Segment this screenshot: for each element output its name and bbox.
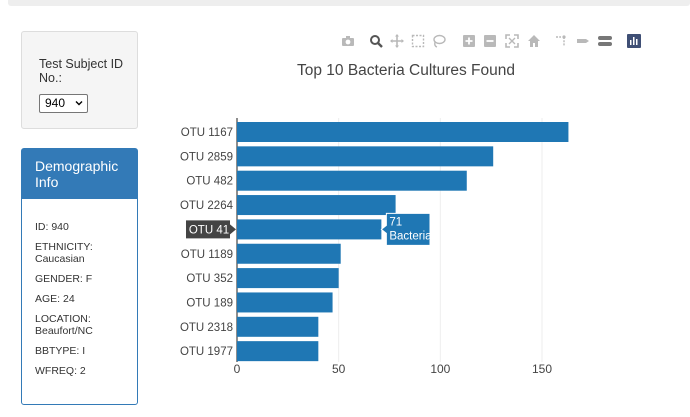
bar[interactable] (237, 243, 341, 264)
y-tick-label: OTU 2318 (180, 322, 233, 334)
demographic-id: ID: 940 (35, 221, 69, 233)
bar[interactable] (237, 292, 333, 313)
demographic-panel: Demographic Info ID: 940 ETHNICITY: Cauc… (21, 148, 138, 405)
bar[interactable] (237, 122, 569, 142)
spike-lines-icon[interactable] (554, 34, 568, 48)
y-tick-label: OTU 1189 (181, 249, 233, 261)
hover-compare-icon[interactable] (598, 34, 612, 48)
bar[interactable] (237, 268, 339, 289)
hover-tooltip-value: 71 (389, 216, 402, 228)
bar[interactable] (237, 170, 467, 191)
y-tick-label: OTU 1977 (180, 346, 233, 358)
camera-icon[interactable] (341, 34, 355, 48)
chevron-down-icon (75, 101, 83, 106)
demographic-gender: GENDER: F (35, 273, 93, 285)
x-tick-label: 50 (332, 362, 346, 376)
demographic-title: Demographic Info (22, 149, 137, 199)
subject-select-label: Test Subject ID No.: (39, 57, 124, 85)
y-tick-label: OTU 1167 (181, 127, 233, 139)
zoom-icon[interactable] (369, 34, 383, 48)
demographic-location: LOCATION: Beaufort/NC (35, 313, 93, 337)
zoom-out-icon[interactable] (483, 34, 497, 48)
bar[interactable] (237, 316, 319, 337)
lasso-select-icon[interactable] (432, 34, 446, 48)
hover-tooltip-bg (380, 212, 431, 246)
chart-title: Top 10 Bacteria Cultures Found (297, 62, 515, 79)
demographic-info-list: ID: 940 ETHNICITY: Caucasian GENDER: F A… (35, 221, 135, 385)
bar[interactable] (237, 219, 382, 240)
zoom-in-icon[interactable] (462, 34, 476, 48)
subject-select-panel: Test Subject ID No.: 940 (21, 31, 138, 129)
x-tick-label: 100 (430, 362, 450, 376)
top-bar (8, 0, 690, 6)
y-tick-label: OTU 482 (186, 176, 233, 188)
y-tick-label: OTU 189 (186, 297, 233, 309)
y-tick-label: OTU 2264 (180, 200, 234, 212)
reset-axes-icon[interactable] (527, 34, 541, 48)
axis-hover-label: OTU 41 (189, 224, 229, 236)
bar[interactable] (237, 146, 494, 167)
subject-id-dropdown[interactable]: 940 (39, 94, 88, 113)
demographic-wfreq: WFREQ: 2 (35, 365, 86, 377)
bar[interactable] (237, 341, 319, 362)
axis-hover-label-bg (186, 220, 236, 239)
autoscale-icon[interactable] (505, 34, 519, 48)
subject-id-value: 940 (45, 96, 66, 110)
y-tick-label: OTU 352 (186, 273, 233, 285)
demographic-age: AGE: 24 (35, 293, 75, 305)
hover-closest-icon[interactable] (576, 34, 590, 48)
y-tick-label: OTU 2859 (180, 151, 233, 163)
demographic-bbtype: BBTYPE: I (35, 345, 86, 357)
bar[interactable] (237, 195, 396, 216)
x-tick-label: 0 (234, 362, 241, 376)
demographic-ethnicity: ETHNICITY: Caucasian (35, 241, 93, 265)
pan-icon[interactable] (390, 34, 404, 48)
plotly-logo-icon[interactable] (627, 34, 641, 48)
x-tick-label: 150 (532, 362, 552, 376)
hover-tooltip-label: Bacteria (389, 230, 432, 242)
box-select-icon[interactable] (411, 34, 425, 48)
